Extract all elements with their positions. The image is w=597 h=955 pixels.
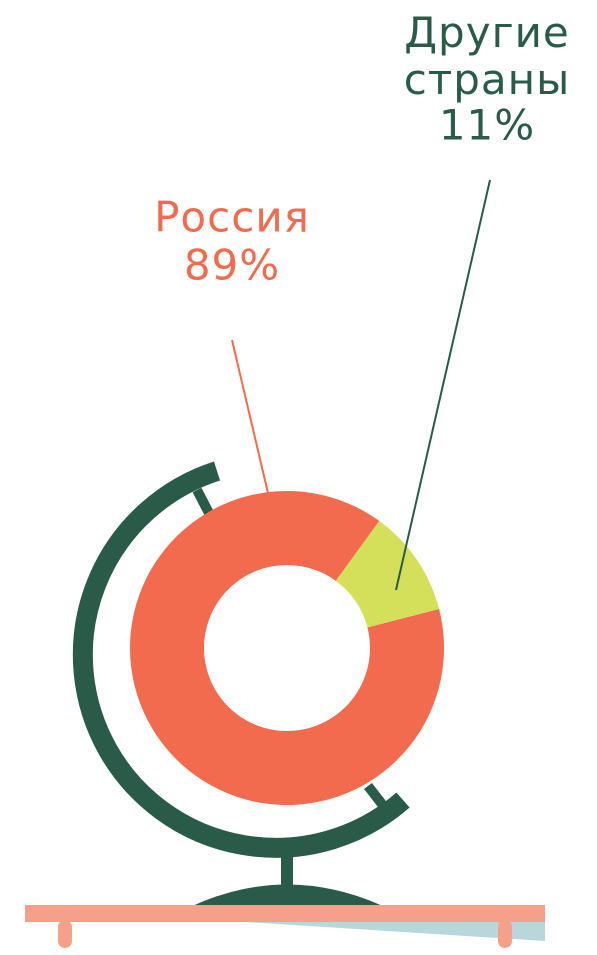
leader-line	[395, 179, 491, 591]
slice-value-label: 89%	[184, 241, 280, 290]
slice	[335, 520, 440, 628]
shelf-shadow	[230, 921, 545, 941]
globe-axis-top	[192, 487, 215, 518]
slice-label: Другие страны	[404, 8, 571, 104]
globe-meridian	[72, 461, 410, 858]
slice-label: Россия	[154, 193, 310, 242]
shelf-leg	[58, 920, 72, 948]
shelf-leg	[498, 920, 512, 948]
slice	[130, 490, 444, 805]
globe-base	[190, 884, 385, 907]
leader-line	[231, 339, 269, 494]
shelf	[25, 905, 545, 922]
slice-value-label: 11%	[439, 101, 535, 150]
globe-axis-bottom	[364, 782, 389, 812]
globe-stem	[281, 840, 293, 890]
